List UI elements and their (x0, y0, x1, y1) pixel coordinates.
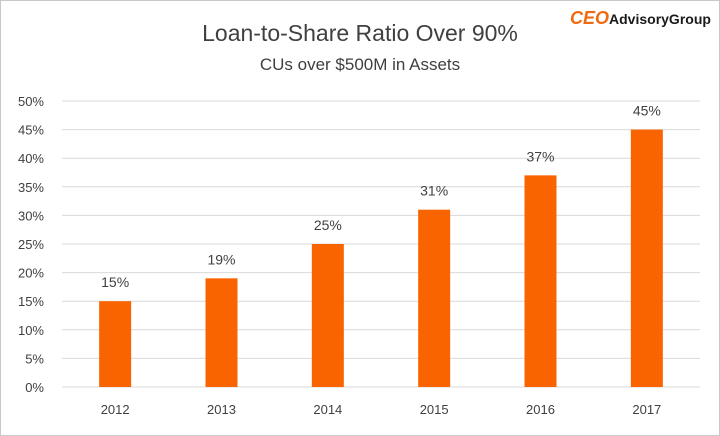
x-tick-label: 2013 (207, 402, 236, 417)
bar-value-label: 45% (633, 103, 661, 119)
x-tick-label: 2017 (632, 402, 661, 417)
bar-2016 (524, 175, 557, 387)
y-tick-label: 25% (18, 237, 44, 252)
bar-2013 (205, 278, 238, 387)
y-tick-label: 45% (18, 123, 44, 138)
x-tick-label: 2014 (313, 402, 342, 417)
logo-ceo-text: CEO (570, 8, 610, 28)
y-tick-label: 15% (18, 294, 44, 309)
bar-2014 (311, 244, 344, 387)
x-tick-label: 2016 (526, 402, 555, 417)
y-tick-label: 5% (25, 351, 44, 366)
gridlines (62, 100, 700, 388)
x-axis-tick-labels: 2012 2013 2014 2015 2016 2017 (101, 402, 662, 417)
y-tick-label: 20% (18, 266, 44, 281)
bar-value-labels: 15% 19% 25% 31% 37% 45% (101, 103, 661, 291)
y-axis-tick-labels: 0% 5% 10% 15% 20% 25% 30% 35% 40% 45% 50% (18, 94, 44, 395)
chart-subtitle: CUs over $500M in Assets (259, 55, 461, 74)
bar-2015 (418, 209, 451, 387)
y-tick-label: 50% (18, 94, 44, 109)
bars (99, 129, 663, 387)
y-tick-label: 40% (18, 151, 44, 166)
y-tick-label: 10% (18, 323, 44, 338)
y-tick-label: 30% (18, 208, 44, 223)
y-tick-label: 35% (18, 180, 44, 195)
x-tick-label: 2015 (420, 402, 449, 417)
ceo-advisory-group-logo: CEOAdvisoryGroup (570, 8, 711, 29)
y-tick-label: 0% (25, 380, 44, 395)
chart-title: Loan-to-Share Ratio Over 90% (202, 20, 518, 46)
bar-2012 (99, 301, 132, 387)
bar-value-label: 31% (420, 183, 448, 199)
x-tick-label: 2012 (101, 402, 130, 417)
bar-2017 (630, 129, 663, 387)
logo-advisory-text: AdvisoryGroup (609, 11, 711, 27)
bar-value-label: 25% (314, 217, 342, 233)
bar-value-label: 19% (207, 251, 235, 267)
bar-value-label: 37% (526, 148, 554, 164)
bar-value-label: 15% (101, 274, 129, 290)
